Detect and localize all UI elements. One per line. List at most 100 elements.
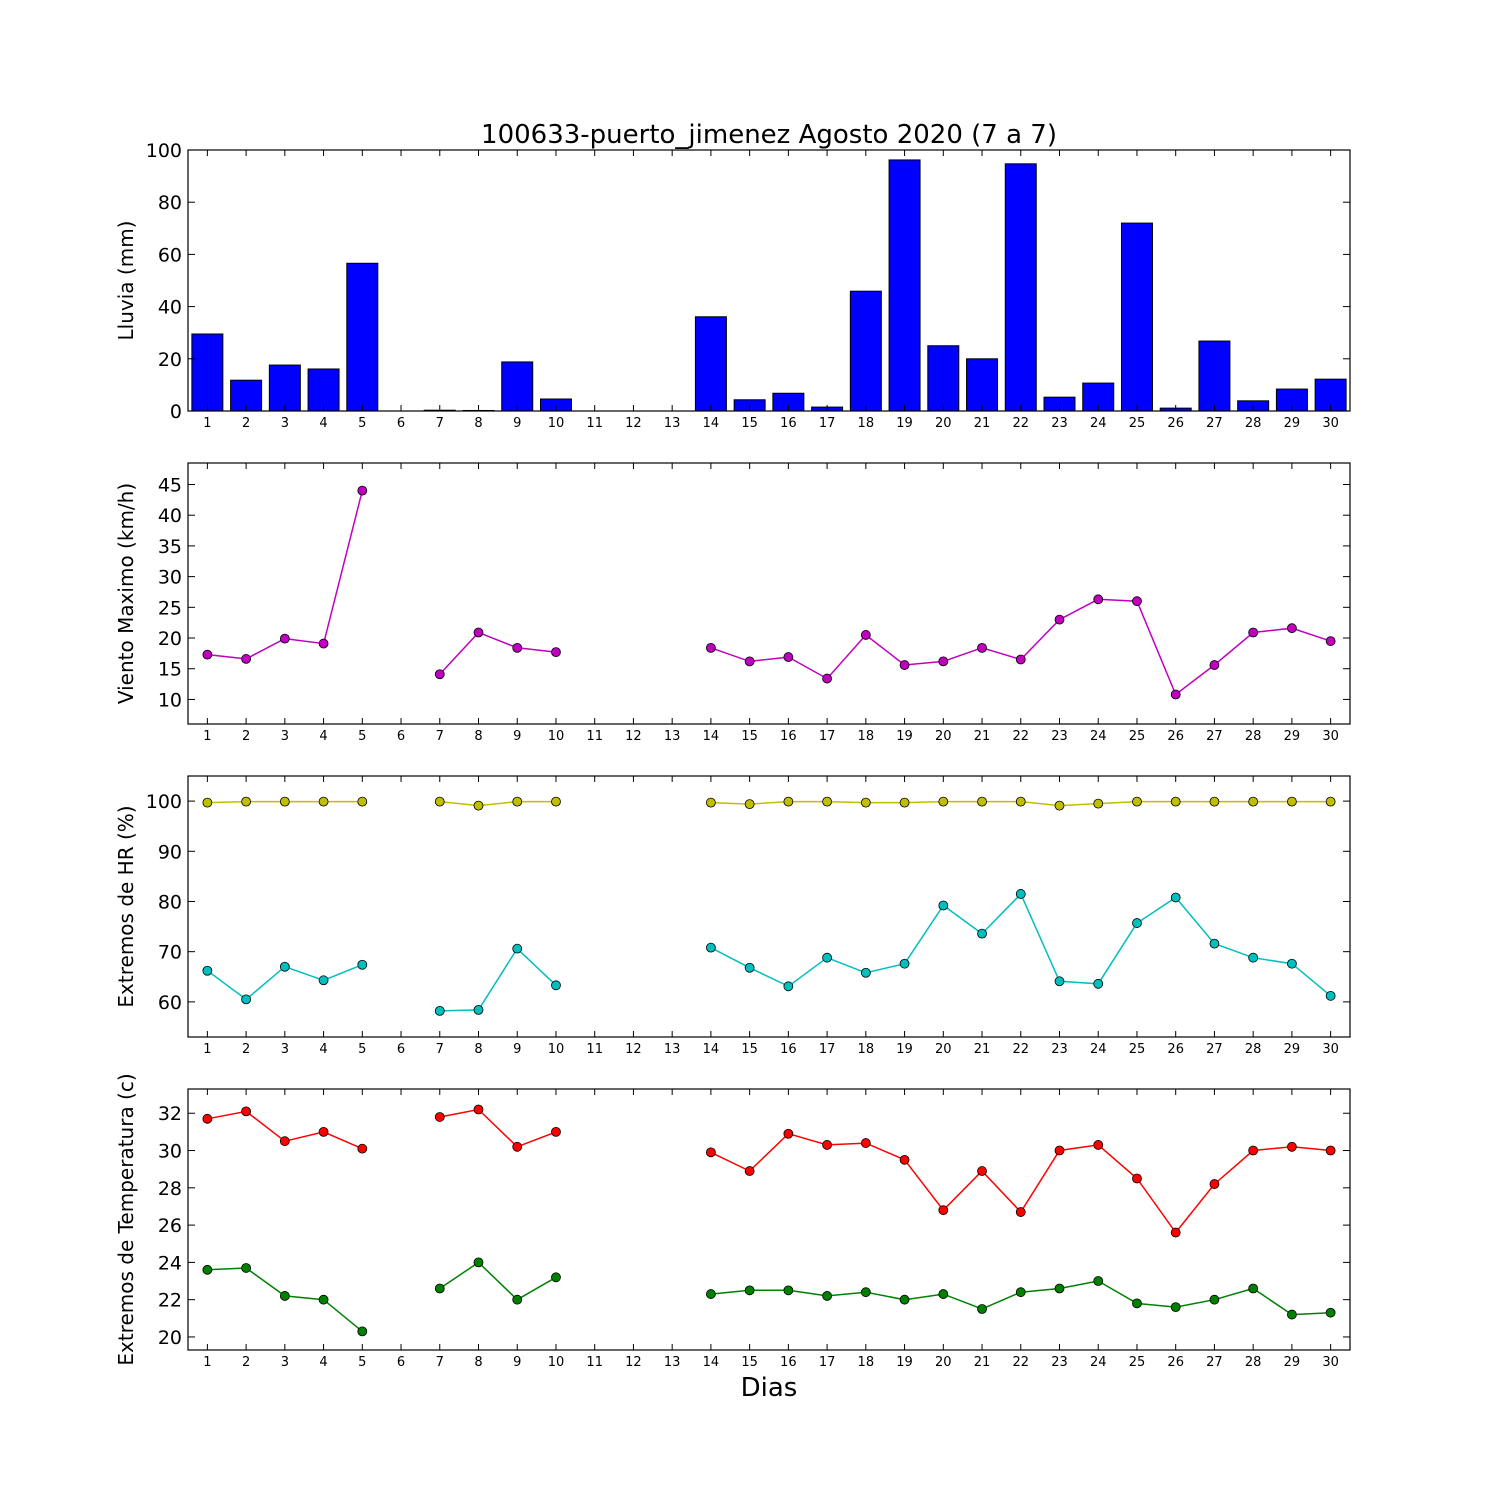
- bar-day-21: [966, 358, 999, 412]
- bar-day-5: [346, 262, 379, 412]
- series-1-point-day-14: [706, 797, 716, 808]
- series-2-point-day-28: [1248, 952, 1259, 963]
- series-1-point-day-28: [1248, 796, 1259, 807]
- series-1-point-day-19: [899, 797, 910, 808]
- series-2-point-day-28: [1248, 1283, 1259, 1294]
- y-tick-label: 90: [158, 841, 182, 863]
- y-tick-label: 60: [158, 992, 182, 1014]
- y-tick-label: 25: [158, 597, 182, 619]
- bar-day-3: [268, 364, 301, 412]
- x-tick-label: 1: [203, 1042, 211, 1057]
- series-1-point-day-17: [822, 796, 832, 807]
- x-tick-label: 6: [397, 416, 405, 431]
- y-axis-label: Viento Maximo (km/h): [114, 483, 138, 704]
- series-1-point-day-16: [783, 652, 794, 662]
- bar-day-9: [501, 361, 534, 412]
- x-tick-label: 18: [858, 729, 875, 744]
- series-2-point-day-29: [1287, 1309, 1297, 1320]
- y-axis-label: Extremos de Temperatura (c): [114, 1073, 138, 1365]
- x-tick-label: 26: [1167, 729, 1184, 744]
- x-tick-label: 20: [935, 729, 952, 744]
- series-1-point-day-29: [1287, 796, 1297, 807]
- x-tick-label: 8: [474, 1042, 482, 1057]
- x-tick-label: 15: [741, 416, 758, 431]
- series-2-point-day-23: [1054, 1283, 1065, 1294]
- x-tick-label: 25: [1129, 416, 1146, 431]
- x-tick-label: 2: [242, 1042, 250, 1057]
- x-tick-label: 1: [203, 729, 211, 744]
- series-2-point-day-1: [202, 1264, 213, 1275]
- series-2-point-day-30: [1325, 990, 1336, 1001]
- series-1-point-day-9: [512, 796, 523, 807]
- x-tick-label: 15: [741, 729, 758, 744]
- y-tick-label: 24: [158, 1252, 182, 1274]
- x-tick-label: 7: [436, 416, 444, 431]
- series-2-point-day-3: [279, 961, 290, 972]
- series-1-point-day-3: [279, 796, 290, 807]
- series-1-point-day-25: [1132, 1173, 1142, 1184]
- x-tick-label: 21: [974, 729, 991, 744]
- bar-day-4: [307, 368, 340, 412]
- series-1-point-day-18: [860, 1138, 871, 1148]
- x-tick-label: 7: [436, 1355, 444, 1370]
- x-tick-label: 29: [1284, 1355, 1301, 1370]
- x-tick-label: 16: [780, 1355, 797, 1370]
- series-1-point-day-7: [434, 796, 445, 807]
- series-1-point-day-29: [1287, 1141, 1297, 1152]
- x-tick-label: 5: [358, 1042, 366, 1057]
- x-tick-label: 6: [397, 729, 405, 744]
- series-1-point-day-27: [1209, 660, 1220, 670]
- series-1-point-day-21: [977, 642, 987, 653]
- series-1-point-day-17: [822, 673, 832, 684]
- x-tick-label: 12: [625, 1355, 642, 1370]
- y-tick-label: 30: [158, 567, 182, 589]
- x-tick-label: 16: [780, 729, 797, 744]
- x-tick-label: 5: [358, 416, 366, 431]
- series-1-point-day-17: [822, 1140, 832, 1150]
- x-tick-label: 20: [935, 416, 952, 431]
- series-1-point-day-9: [512, 642, 523, 653]
- series-1-point-day-22: [1015, 796, 1026, 807]
- chart-title: 100633-puerto_jimenez Agosto 2020 (7 a 7…: [481, 120, 1057, 150]
- x-tick-label: 20: [935, 1355, 952, 1370]
- x-tick-label: 1: [203, 416, 211, 431]
- series-2-point-day-25: [1132, 918, 1142, 928]
- x-tick-label: 23: [1051, 1355, 1068, 1370]
- series-1-point-day-16: [783, 1128, 794, 1139]
- series-1-point-day-1: [202, 649, 213, 660]
- x-tick-label: 30: [1322, 1042, 1339, 1057]
- series-2-point-day-15: [744, 962, 755, 973]
- series-1-point-day-27: [1209, 796, 1220, 807]
- series-1-point-day-14: [706, 1147, 716, 1158]
- x-tick-label: 27: [1206, 729, 1223, 744]
- x-tick-label: 21: [974, 1355, 991, 1370]
- series-2-point-day-2: [241, 1263, 252, 1273]
- x-tick-label: 9: [513, 416, 521, 431]
- series-2-point-day-18: [860, 1287, 871, 1298]
- x-tick-label: 3: [281, 1355, 289, 1370]
- y-tick-label: 80: [158, 192, 182, 214]
- plot-frame: [187, 462, 1351, 725]
- x-tick-label: 18: [858, 1355, 875, 1370]
- x-tick-label: 30: [1322, 1355, 1339, 1370]
- x-tick-label: 24: [1090, 1355, 1107, 1370]
- y-tick-label: 20: [158, 1327, 182, 1349]
- series-2-point-day-30: [1325, 1307, 1336, 1318]
- x-tick-label: 19: [896, 416, 913, 431]
- x-tick-label: 10: [548, 416, 565, 431]
- bar-day-27: [1198, 340, 1231, 412]
- x-tick-label: 28: [1245, 416, 1262, 431]
- series-2-point-day-26: [1170, 892, 1181, 903]
- y-tick-label: 35: [158, 536, 182, 558]
- series-1-point-day-23: [1054, 1145, 1065, 1156]
- series-1-point-day-20: [938, 1205, 949, 1216]
- x-tick-label: 9: [513, 729, 521, 744]
- series-1-point-day-18: [860, 797, 871, 808]
- x-tick-label: 28: [1245, 729, 1262, 744]
- x-tick-label: 29: [1284, 1042, 1301, 1057]
- series-2-point-day-7: [434, 1283, 445, 1294]
- series-1-point-day-22: [1015, 654, 1026, 665]
- y-tick-label: 45: [158, 474, 182, 496]
